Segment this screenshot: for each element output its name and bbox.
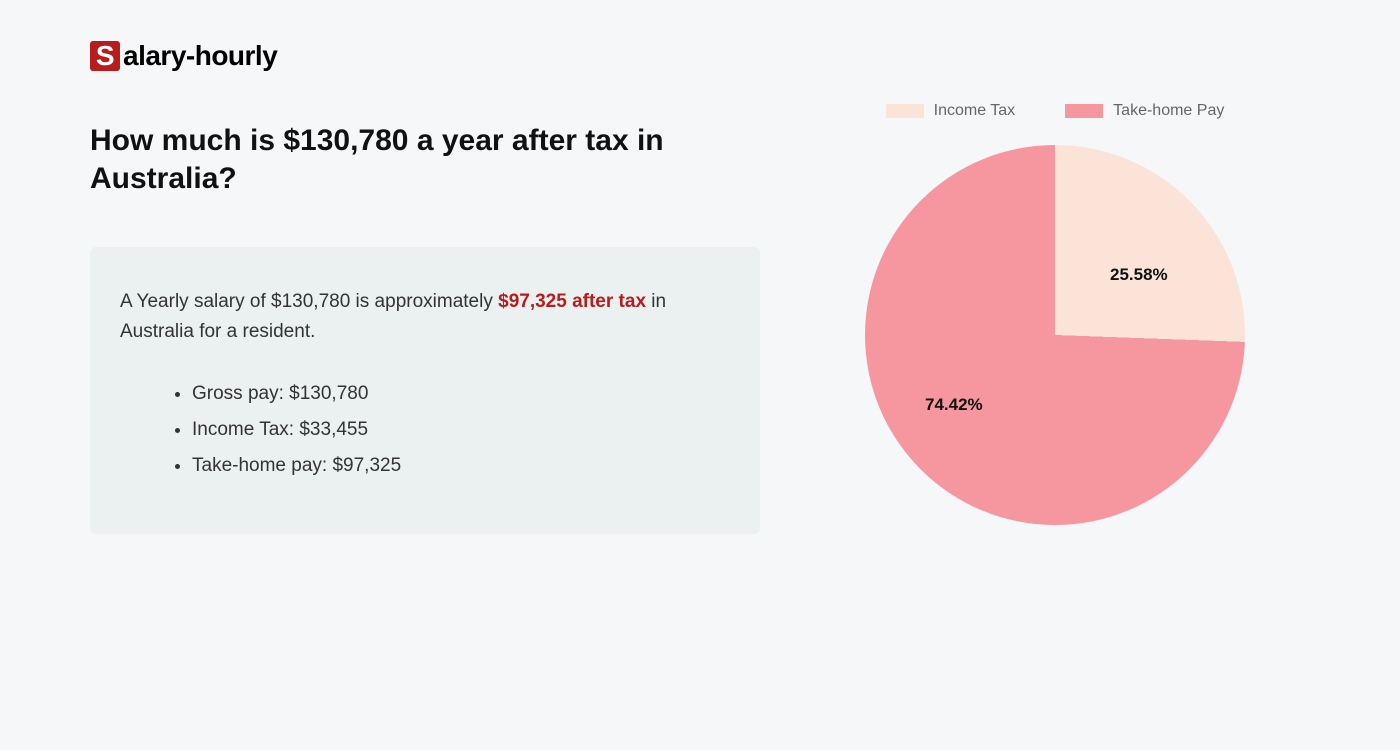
legend-label: Income Tax (934, 102, 1016, 120)
logo-text: alary-hourly (123, 40, 277, 72)
left-panel: How much is $130,780 a year after tax in… (90, 122, 760, 534)
chart-panel: Income Tax Take-home Pay 25.58% 74.42% (800, 122, 1310, 534)
legend-item-tax: Income Tax (886, 102, 1016, 120)
info-box: A Yearly salary of $130,780 is approxima… (90, 247, 760, 534)
pie-slice-label: 74.42% (925, 395, 983, 415)
summary-text: A Yearly salary of $130,780 is approxima… (120, 287, 730, 348)
summary-highlight: $97,325 after tax (498, 291, 646, 312)
page-title: How much is $130,780 a year after tax in… (90, 122, 760, 197)
pie-slice-label: 25.58% (1110, 265, 1168, 285)
logo-badge: S (90, 41, 120, 71)
summary-pre: A Yearly salary of $130,780 is approxima… (120, 291, 498, 312)
logo: Salary-hourly (90, 40, 1310, 72)
list-item: Take-home pay: $97,325 (192, 448, 730, 484)
list-item: Income Tax: $33,455 (192, 412, 730, 448)
list-item: Gross pay: $130,780 (192, 376, 730, 412)
legend-label: Take-home Pay (1113, 102, 1224, 120)
legend-swatch (1065, 104, 1103, 118)
legend-swatch (886, 104, 924, 118)
details-list: Gross pay: $130,780 Income Tax: $33,455 … (120, 376, 730, 484)
pie-chart: 25.58% 74.42% (865, 145, 1245, 525)
chart-legend: Income Tax Take-home Pay (886, 102, 1225, 120)
content: How much is $130,780 a year after tax in… (90, 122, 1310, 534)
legend-item-takehome: Take-home Pay (1065, 102, 1224, 120)
pie-circle (865, 145, 1245, 525)
